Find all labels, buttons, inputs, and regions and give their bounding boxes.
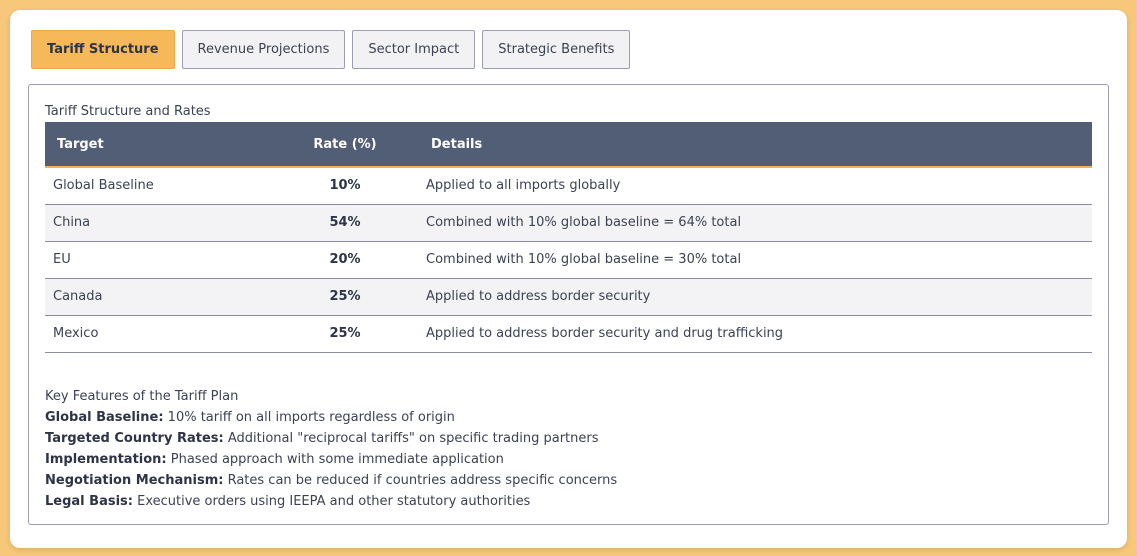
table-row: China 54% Combined with 10% global basel… [45,204,1092,241]
feature-label: Global Baseline: [45,410,164,425]
table-header-row: Target Rate (%) Details [45,122,1092,168]
table-row: Mexico 25% Applied to address border sec… [45,315,1092,352]
feature-item: Implementation: Phased approach with som… [45,449,617,470]
table-row: EU 20% Combined with 10% global baseline… [45,241,1092,278]
feature-label: Implementation: [45,452,167,467]
row-target: Global Baseline [53,178,154,194]
row-details: Combined with 10% global baseline = 30% … [426,252,742,267]
feature-item: Targeted Country Rates: Additional "reci… [45,428,617,449]
feature-label: Negotiation Mechanism: [45,473,224,488]
header-target: Target [45,122,294,168]
features-title: Key Features of the Tariff Plan [45,389,239,404]
feature-text: Executive orders using IEEPA and other s… [132,494,531,509]
feature-item: Legal Basis: Executive orders using IEEP… [45,491,617,512]
feature-text: Rates can be reduced if countries addres… [223,473,618,488]
tab-sector-impact[interactable]: Sector Impact [352,30,476,69]
feature-text: Additional "reciprocal tariffs" on speci… [223,431,599,446]
tab-tariff-structure[interactable]: Tariff Structure [31,30,175,69]
row-rate: 25% [329,289,361,304]
row-target: Mexico [53,326,99,341]
content-panel: Tariff Structure and Rates Target Rate (… [28,84,1109,525]
row-details: Applied to all imports globally [426,178,621,194]
row-details: Applied to address border security and d… [426,326,784,341]
tab-strategic-benefits[interactable]: Strategic Benefits [482,30,631,69]
header-rate: Rate (%) [294,122,396,168]
row-rate: 25% [329,326,361,341]
main-card: Tariff Structure Revenue Projections Sec… [10,10,1127,548]
tariff-table: Target Rate (%) Details Global Baseline … [45,122,1092,353]
tab-revenue-projections[interactable]: Revenue Projections [181,30,346,69]
key-features: Key Features of the Tariff Plan Global B… [45,386,617,512]
feature-text: 10% tariff on all imports regardless of … [163,410,455,425]
row-target: Canada [53,289,103,304]
row-details: Applied to address border security [426,289,651,304]
tab-bar: Tariff Structure Revenue Projections Sec… [31,30,637,69]
table-row: Global Baseline 10% Applied to all impor… [45,167,1092,204]
row-rate: 54% [329,215,361,230]
feature-text: Phased approach with some immediate appl… [166,452,504,467]
feature-label: Legal Basis: [45,494,133,509]
row-target: China [53,215,91,230]
feature-item: Global Baseline: 10% tariff on all impor… [45,407,617,428]
table-row: Canada 25% Applied to address border sec… [45,278,1092,315]
row-rate: 10% [329,178,361,194]
feature-label: Targeted Country Rates: [45,431,224,446]
feature-item: Negotiation Mechanism: Rates can be redu… [45,470,617,491]
row-rate: 20% [329,252,361,267]
row-details: Combined with 10% global baseline = 64% … [426,215,742,230]
header-details: Details [396,122,1092,168]
row-target: EU [53,252,71,267]
table-title: Tariff Structure and Rates [45,104,211,119]
